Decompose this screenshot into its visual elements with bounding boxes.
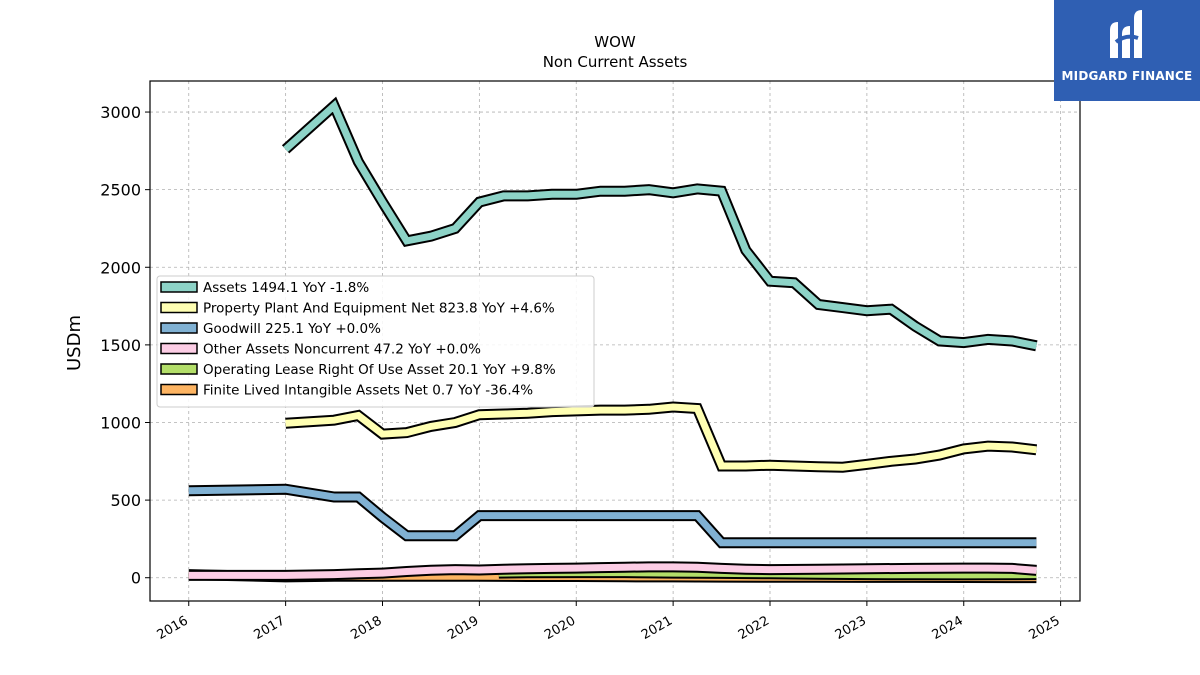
x-tick-label: 2020 — [542, 613, 578, 643]
chart-title: WOW — [594, 33, 636, 51]
legend-swatch-0 — [160, 281, 198, 293]
legend-label-4: Operating Lease Right Of Use Asset 20.1 … — [203, 362, 556, 378]
legend-label-2: Goodwill 225.1 YoY +0.0% — [203, 321, 381, 337]
legend: Assets 1494.1 YoY -1.8% Property Plant An… — [156, 275, 595, 408]
y-tick-label: 2000 — [100, 258, 141, 277]
legend-label-0: Assets 1494.1 YoY -1.8% — [203, 280, 369, 296]
y-tick-label: 1500 — [100, 336, 141, 355]
legend-swatch-5 — [160, 383, 198, 396]
y-tick-label: 0 — [131, 569, 141, 588]
legend-swatch-3 — [160, 342, 198, 355]
x-tick-label: 2021 — [639, 613, 675, 643]
x-tick-label: 2023 — [833, 613, 869, 643]
brand-name: MIDGARD FINANCE — [1061, 69, 1193, 83]
x-tick-label: 2022 — [736, 613, 772, 643]
x-tick-label: 2019 — [445, 613, 481, 643]
x-tick-label: 2024 — [930, 613, 966, 643]
x-tick-label: 2016 — [155, 613, 191, 643]
plot-frame — [149, 80, 1081, 602]
y-tick-label: 1000 — [100, 413, 141, 432]
legend-swatch-1 — [160, 301, 198, 314]
y-axis-label: USDm — [64, 315, 85, 371]
series-layer — [188, 96, 1038, 584]
legend-label-3: Other Assets Noncurrent 47.2 YoY +0.0% — [203, 342, 481, 358]
legend-label-1: Property Plant And Equipment Net 823.8 Y… — [203, 301, 555, 317]
y-tick-label: 3000 — [100, 103, 141, 122]
series-line-2 — [188, 485, 1037, 547]
chart-subtitle: Non Current Assets — [543, 53, 688, 71]
legend-swatch-2 — [160, 322, 198, 334]
legend-swatch-4 — [160, 363, 198, 375]
series-line-3 — [188, 563, 1037, 579]
x-tick-label: 2025 — [1026, 613, 1062, 643]
legend-box — [156, 275, 595, 408]
midgard-finance-logo: MIDGARD FINANCE — [1054, 0, 1200, 101]
x-tick-label: 2018 — [348, 613, 384, 643]
series-line-1 — [285, 403, 1037, 471]
legend-label-5: Finite Lived Intangible Assets Net 0.7 Y… — [203, 383, 533, 399]
midgard-logo-icon — [1110, 10, 1142, 58]
x-tick-label: 2017 — [251, 613, 287, 643]
y-tick-label: 500 — [110, 491, 141, 510]
series-line-0 — [283, 99, 1038, 350]
y-tick-label: 2500 — [100, 181, 141, 200]
